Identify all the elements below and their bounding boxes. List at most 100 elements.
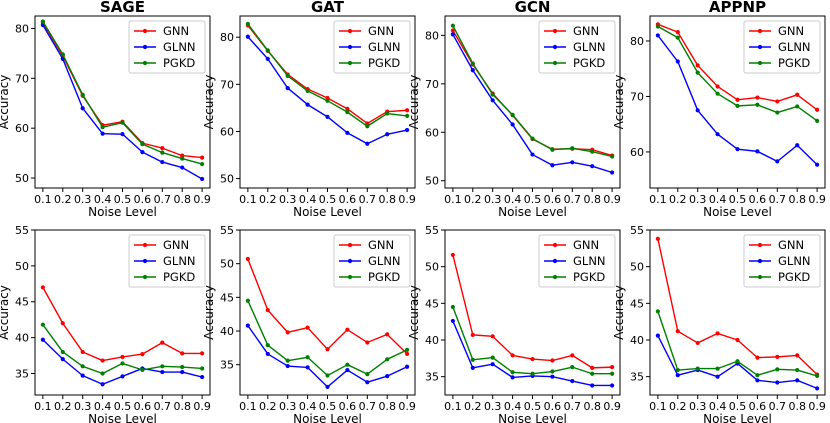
data-point-glnn: [140, 150, 145, 155]
data-point-pgkd: [775, 110, 780, 115]
data-point-pgkd: [305, 88, 310, 94]
legend: GNN GLNN PGKD: [743, 234, 821, 288]
x-tick-label: 0.6: [134, 400, 152, 413]
data-point-pgkd: [285, 73, 290, 78]
y-tick-label: 50: [15, 260, 29, 273]
legend-marker-glnn: [757, 258, 763, 264]
legend-box: [128, 234, 206, 288]
data-point-pgkd: [60, 349, 65, 355]
data-point-gnn: [120, 354, 125, 360]
x-tick-label: 0.8: [788, 193, 806, 206]
x-tick-label: 0.7: [564, 193, 582, 206]
data-point-glnn: [160, 159, 165, 165]
data-point-pgkd: [675, 35, 680, 40]
x-tick-label: 0.6: [544, 400, 562, 413]
data-point-glnn: [120, 132, 125, 137]
x-tick-label: 0.4: [299, 400, 317, 413]
data-point-gnn: [345, 106, 350, 111]
y-tick-label: 50: [630, 261, 644, 274]
data-point-pgkd: [245, 298, 250, 303]
legend: GNN GLNN PGKD: [128, 20, 206, 74]
legend-label-glnn: GLNN: [368, 40, 401, 54]
data-point-glnn: [200, 176, 205, 182]
data-point-pgkd: [570, 365, 575, 370]
x-tick-label: 0.6: [749, 400, 767, 413]
data-point-pgkd: [695, 70, 700, 75]
data-point-glnn: [590, 383, 595, 388]
panel-title: APPNP: [709, 0, 766, 16]
legend-marker-glnn: [552, 44, 558, 50]
data-point-gnn: [550, 358, 555, 363]
x-tick-label: 0.2: [259, 400, 277, 413]
y-tick-label: 80: [425, 29, 439, 42]
data-point-glnn: [795, 378, 800, 383]
data-point-pgkd: [590, 149, 595, 154]
x-axis-title: Noise Level: [498, 412, 567, 423]
x-axis-title: Noise Level: [498, 205, 567, 219]
data-point-glnn: [675, 59, 680, 64]
data-point-gnn: [510, 353, 515, 358]
y-tick-label: 35: [425, 371, 439, 384]
data-point-pgkd: [795, 367, 800, 373]
data-point-glnn: [610, 170, 615, 175]
legend-marker-glnn: [552, 258, 558, 264]
data-point-gnn: [365, 340, 370, 345]
y-tick-label: 70: [15, 72, 29, 85]
data-point-pgkd: [365, 372, 370, 377]
y-tick-label: 80: [630, 35, 644, 48]
legend-marker-gnn: [347, 242, 353, 248]
legend-label-glnn: GLNN: [778, 40, 811, 54]
x-tick-label: 0.5: [729, 400, 747, 413]
x-tick-label: 0.3: [279, 193, 297, 206]
panel-3: GCN 50 60 70 80 0.1 0.2 0.3 0.4 0.5 0.6 0.7 0.8 0.9 No…: [407, 0, 621, 219]
legend-label-pgkd: PGKD: [368, 270, 400, 284]
data-point-gnn: [590, 365, 595, 370]
data-point-gnn: [325, 347, 330, 352]
y-tick-label: 50: [425, 261, 439, 274]
data-point-glnn: [80, 373, 85, 378]
data-point-pgkd: [200, 161, 205, 167]
data-point-pgkd: [60, 52, 65, 57]
data-point-glnn: [490, 362, 495, 367]
data-point-gnn: [775, 99, 780, 104]
legend: GNN GLNN PGKD: [538, 234, 616, 288]
data-point-pgkd: [365, 124, 370, 129]
data-point-glnn: [655, 33, 660, 38]
x-tick-label: 0.3: [279, 400, 297, 413]
x-tick-label: 0.5: [114, 400, 132, 413]
x-tick-label: 0.1: [239, 193, 257, 206]
data-point-pgkd: [610, 154, 615, 159]
data-point-gnn: [180, 351, 185, 356]
legend-marker-gnn: [757, 242, 763, 248]
data-point-glnn: [755, 149, 760, 154]
data-point-pgkd: [345, 110, 350, 115]
data-point-glnn: [815, 162, 820, 167]
x-tick-label: 0.5: [729, 193, 747, 206]
data-point-pgkd: [40, 19, 45, 24]
y-tick-label: 45: [220, 291, 234, 304]
data-point-glnn: [450, 318, 455, 324]
data-point-pgkd: [325, 98, 330, 103]
data-point-pgkd: [655, 309, 660, 314]
x-tick-label: 0.1: [34, 193, 52, 206]
data-point-pgkd: [245, 21, 250, 27]
data-point-glnn: [325, 114, 330, 119]
data-point-glnn: [610, 383, 615, 388]
data-point-pgkd: [610, 371, 615, 376]
x-tick-label: 0.6: [134, 193, 152, 206]
data-point-pgkd: [405, 347, 410, 352]
y-tick-label: 60: [425, 126, 439, 139]
data-point-glnn: [100, 131, 105, 136]
x-tick-label: 0.9: [808, 400, 826, 413]
data-point-pgkd: [305, 355, 310, 360]
data-point-gnn: [160, 340, 165, 345]
panel-2: GAT 50 60 70 80 0.1 0.2 0.3 0.4 0.5 0.6 0.7 0.8 0.9 No…: [202, 0, 416, 219]
legend: GNN GLNN PGKD: [333, 234, 411, 288]
data-point-glnn: [385, 132, 390, 137]
data-point-gnn: [200, 351, 205, 356]
legend-label-pgkd: PGKD: [163, 270, 195, 284]
x-tick-label: 0.9: [193, 400, 211, 413]
legend-label-pgkd: PGKD: [573, 56, 605, 70]
y-tick-label: 55: [425, 224, 439, 237]
data-point-glnn: [715, 374, 720, 379]
